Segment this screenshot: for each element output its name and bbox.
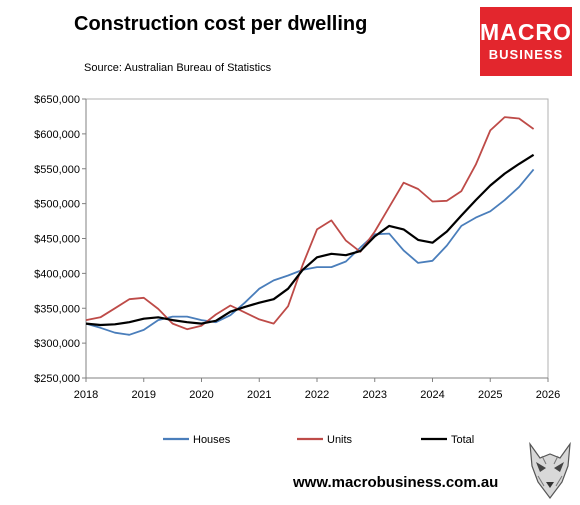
footer-url[interactable]: www.macrobusiness.com.au <box>292 474 498 491</box>
plot-frame <box>85 98 549 379</box>
x-tick-label: 2021 <box>247 389 271 401</box>
legend: Houses Units Total <box>163 434 474 446</box>
y-tick-label: $450,000 <box>34 234 80 246</box>
x-tick-label: 2018 <box>74 389 98 401</box>
legend-label-houses: Houses <box>193 434 231 446</box>
y-tick-label: $400,000 <box>34 268 80 280</box>
legend-label-total: Total <box>451 434 474 446</box>
y-tick-label: $500,000 <box>34 199 80 211</box>
x-tick-label: 2019 <box>132 389 156 401</box>
y-tick-label: $250,000 <box>34 373 80 385</box>
series-lines <box>85 116 535 336</box>
series-line-total <box>85 153 535 327</box>
logo-line2: BUSINESS <box>488 47 564 62</box>
y-tick-label: $350,000 <box>34 303 80 315</box>
y-tick-label: $600,000 <box>34 129 80 141</box>
chart-subtitle: Source: Australian Bureau of Statistics <box>84 62 272 74</box>
legend-label-units: Units <box>327 434 353 446</box>
plot-area: $250,000 $300,000 $350,000 $400,000 $450,000… <box>34 94 560 401</box>
series-line-units <box>85 116 535 331</box>
logo-line1: MACRO <box>480 19 572 45</box>
y-tick-label: $550,000 <box>34 164 80 176</box>
x-tick-label: 2026 <box>536 389 560 401</box>
chart-title: Construction cost per dwelling <box>74 13 367 35</box>
y-tick-label: $300,000 <box>34 338 80 350</box>
series-line-houses <box>85 168 535 336</box>
x-tick-label: 2024 <box>420 389 444 401</box>
macrobusiness-logo[interactable]: MACRO BUSINESS <box>480 7 572 76</box>
wolf-icon <box>524 441 576 500</box>
x-tick-label: 2025 <box>478 389 502 401</box>
x-tick-label: 2023 <box>363 389 387 401</box>
x-tick-label: 2022 <box>305 389 329 401</box>
y-tick-label: $650,000 <box>34 94 80 106</box>
x-tick-label: 2020 <box>189 389 213 401</box>
